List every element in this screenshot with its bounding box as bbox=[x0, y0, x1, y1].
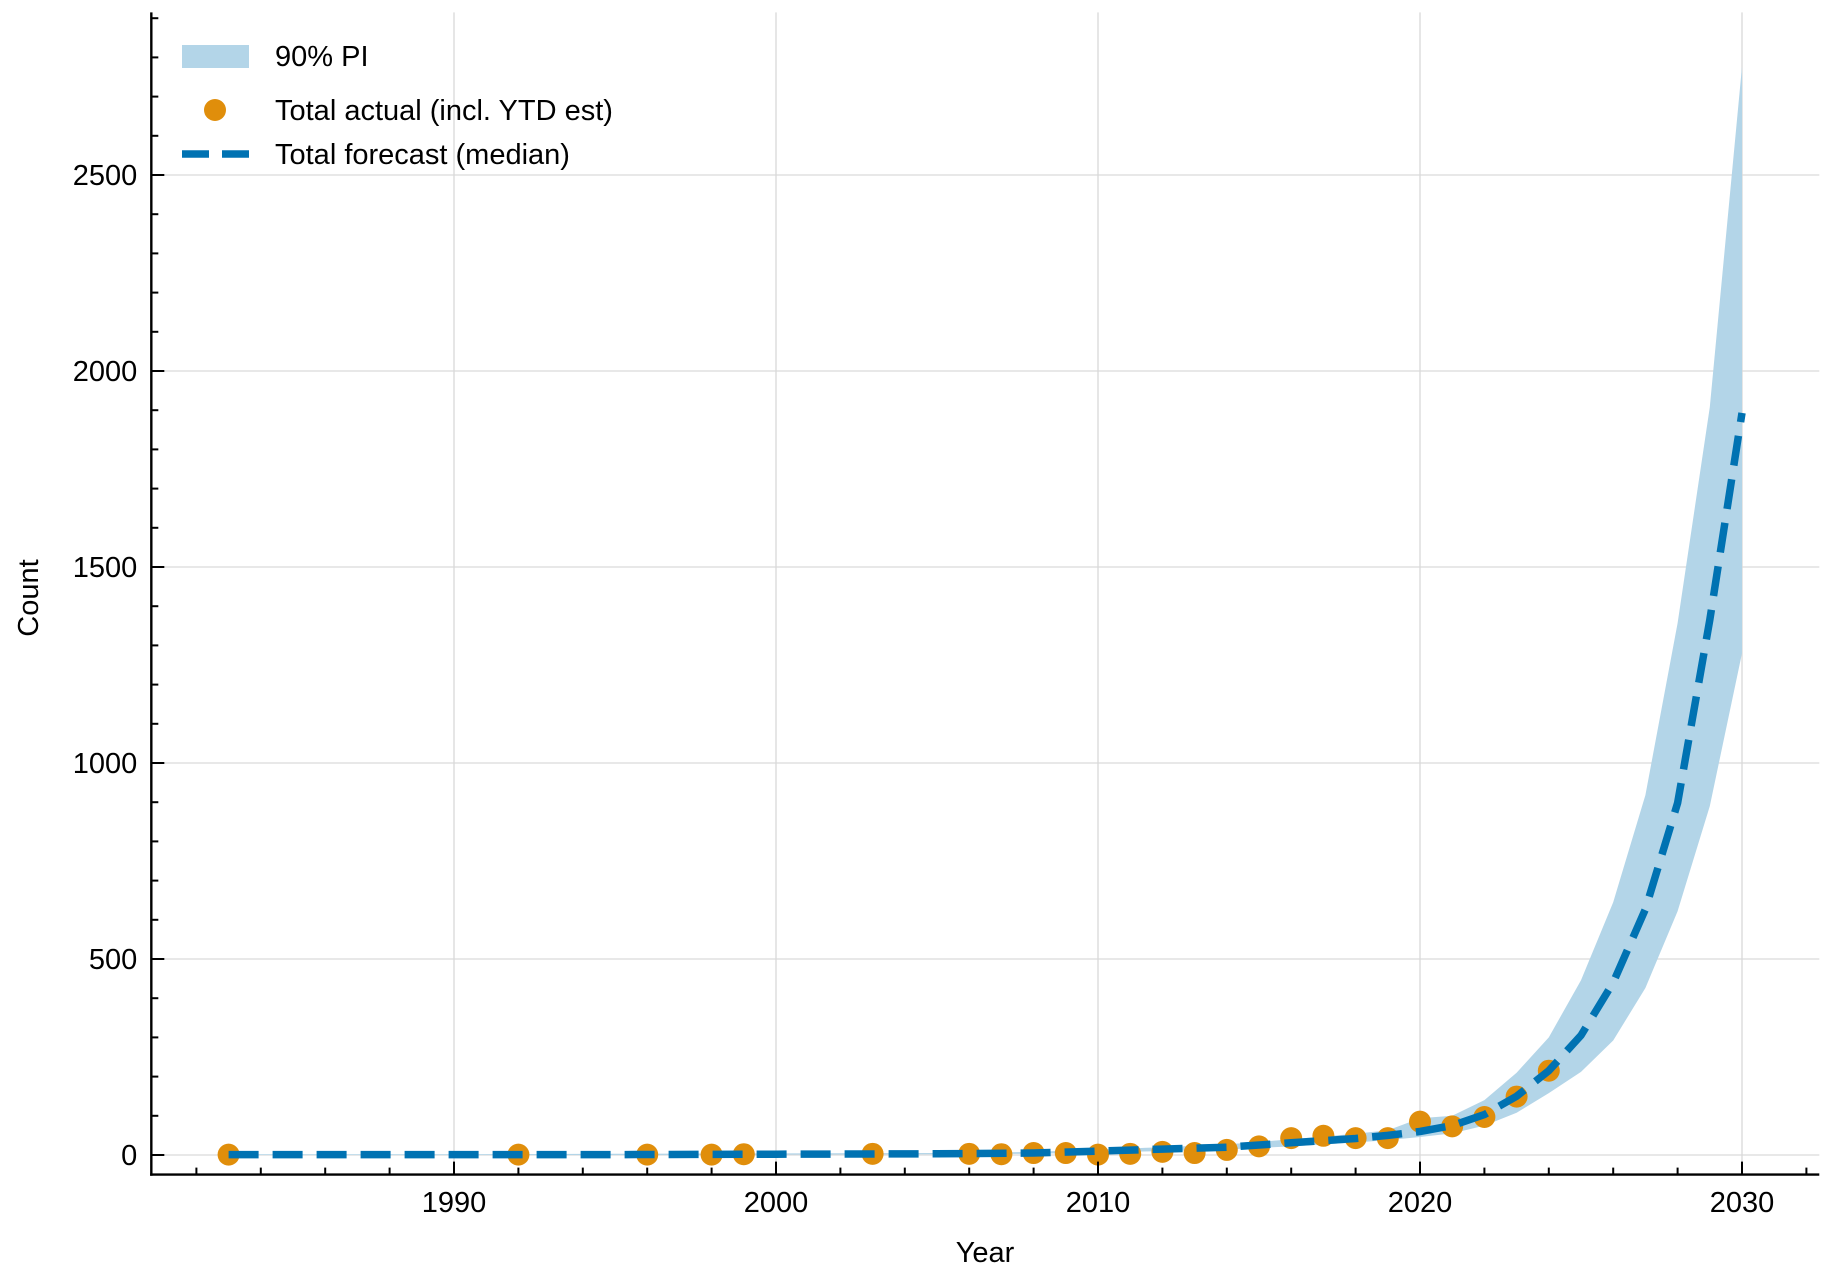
tick-labels: 1990 2000 2010 2020 2030 0 500 1000 1500 2000 2500 bbox=[73, 160, 1774, 1219]
prediction-interval-band bbox=[228, 66, 1743, 1155]
data-point bbox=[1441, 1115, 1464, 1138]
x-axis-label: Year bbox=[956, 1237, 1015, 1269]
y-tick-label: 500 bbox=[89, 944, 137, 976]
legend-label-forecast: Total forecast (median) bbox=[275, 139, 570, 171]
forecast-median-line bbox=[228, 412, 1746, 1159]
data-point bbox=[700, 1143, 723, 1166]
x-tick-label: 2010 bbox=[1066, 1187, 1131, 1219]
actual-data-points bbox=[217, 1059, 1560, 1166]
y-tick-label: 2000 bbox=[73, 356, 138, 388]
y-tick-label: 1000 bbox=[73, 748, 138, 780]
x-tick-label: 1990 bbox=[422, 1187, 487, 1219]
legend-actual-marker-icon bbox=[204, 99, 226, 121]
x-tick-label: 2000 bbox=[744, 1187, 809, 1219]
legend-label-actual: Total actual (incl. YTD est) bbox=[275, 95, 613, 127]
y-tick-label: 0 bbox=[121, 1140, 137, 1172]
y-tick-label: 1500 bbox=[73, 552, 138, 584]
legend-label-band: 90% PI bbox=[275, 41, 369, 73]
y-tick-label: 2500 bbox=[73, 160, 138, 192]
axes bbox=[150, 12, 1820, 1176]
legend-band-swatch bbox=[182, 45, 249, 68]
y-axis-label: Count bbox=[13, 559, 45, 636]
data-point bbox=[732, 1143, 755, 1166]
x-tick-label: 2020 bbox=[1388, 1187, 1453, 1219]
legend: 90% PI Total actual (incl. YTD est) Tota… bbox=[182, 41, 613, 171]
gridlines bbox=[151, 12, 1820, 1175]
x-tick-label: 2030 bbox=[1710, 1187, 1775, 1219]
data-point bbox=[958, 1142, 981, 1165]
